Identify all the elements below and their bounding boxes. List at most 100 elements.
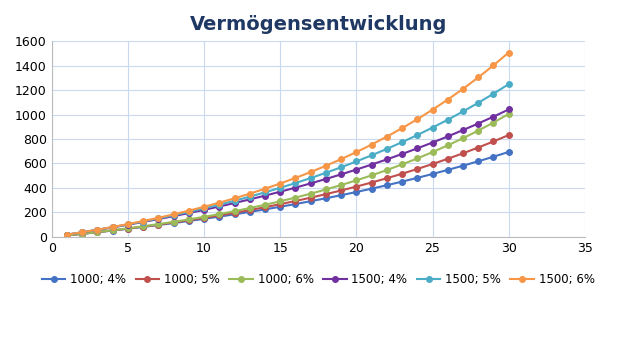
1500; 4% [200,208,208,212]
1500; 4% [246,197,253,201]
1000; 5% [368,180,375,184]
1000; 6% [383,168,391,172]
1500; 6% [109,225,116,229]
1000; 4% [261,207,269,211]
1000; 6% [276,199,284,203]
1000; 5% [459,151,467,155]
1500; 4% [231,201,238,205]
1000; 4% [337,193,345,197]
1000; 5% [63,233,70,237]
1000; 5% [78,232,86,236]
1500; 4% [124,222,131,227]
1500; 5% [429,126,436,130]
1000; 5% [170,220,177,225]
1500; 5% [368,153,375,157]
1000; 5% [154,222,162,227]
1500; 6% [383,135,391,139]
1000; 6% [170,220,177,224]
Legend: 1000; 4%, 1000; 5%, 1000; 6%, 1500; 4%, 1500; 5%, 1500; 6%: 1000; 4%, 1000; 5%, 1000; 6%, 1500; 4%, … [37,268,599,291]
1000; 4% [109,228,116,233]
1000; 6% [444,143,451,147]
1500; 5% [337,165,345,169]
1000; 5% [200,216,208,220]
1000; 4% [322,196,330,200]
1500; 5% [307,176,314,180]
Line: 1500; 5%: 1500; 5% [64,81,511,237]
1000; 6% [109,228,116,232]
1500; 6% [93,228,101,232]
1500; 5% [139,219,147,224]
1000; 6% [429,150,436,154]
1000; 5% [109,228,116,233]
1000; 4% [276,205,284,209]
1500; 4% [398,152,406,156]
1500; 5% [63,233,70,237]
1500; 4% [429,140,436,145]
1000; 5% [429,162,436,166]
1500; 5% [505,82,512,86]
1500; 4% [383,157,391,162]
1000; 5% [139,225,147,229]
1000; 5% [398,172,406,176]
1500; 6% [505,51,512,55]
1000; 6% [154,222,162,226]
1500; 5% [413,133,421,137]
1000; 6% [505,112,512,116]
1500; 4% [307,181,314,185]
1500; 5% [444,118,451,122]
1000; 6% [124,226,131,230]
1500; 6% [63,233,70,237]
1500; 5% [322,171,330,175]
1500; 5% [78,230,86,234]
1500; 5% [276,186,284,190]
1500; 6% [444,98,451,102]
1500; 6% [429,108,436,112]
1000; 5% [261,205,269,209]
1500; 5% [291,181,299,185]
1000; 6% [490,120,497,125]
1500; 4% [444,134,451,138]
1000; 5% [490,139,497,144]
1500; 6% [322,164,330,168]
1000; 6% [231,209,238,213]
1500; 4% [154,217,162,221]
1500; 5% [383,147,391,151]
1000; 6% [352,178,360,182]
1500; 5% [124,222,131,227]
1000; 5% [337,188,345,192]
1000; 6% [474,128,482,133]
1500; 4% [368,163,375,167]
1500; 4% [337,172,345,176]
1500; 4% [63,233,70,237]
1000; 4% [429,172,436,176]
1500; 6% [154,216,162,220]
1500; 4% [109,225,116,229]
1500; 5% [231,199,238,203]
Line: 1500; 6%: 1500; 6% [64,50,511,237]
1500; 6% [139,219,147,223]
1000; 4% [368,186,375,191]
1000; 4% [474,159,482,163]
1000; 4% [124,227,131,231]
1000; 4% [93,230,101,234]
1500; 5% [398,140,406,144]
1000; 5% [322,192,330,196]
1500; 5% [154,216,162,220]
1500; 6% [352,150,360,154]
1500; 4% [78,230,86,234]
1000; 5% [276,202,284,206]
1000; 5% [185,218,192,222]
1000; 6% [459,136,467,140]
1500; 6% [276,181,284,185]
1500; 4% [185,211,192,215]
1500; 4% [170,214,177,218]
1500; 4% [413,146,421,151]
1000; 6% [413,156,421,161]
1000; 6% [200,215,208,219]
1000; 5% [413,167,421,171]
1000; 4% [352,190,360,194]
1000; 5% [93,230,101,234]
1000; 4% [185,219,192,223]
1000; 5% [352,184,360,189]
1000; 5% [124,227,131,231]
